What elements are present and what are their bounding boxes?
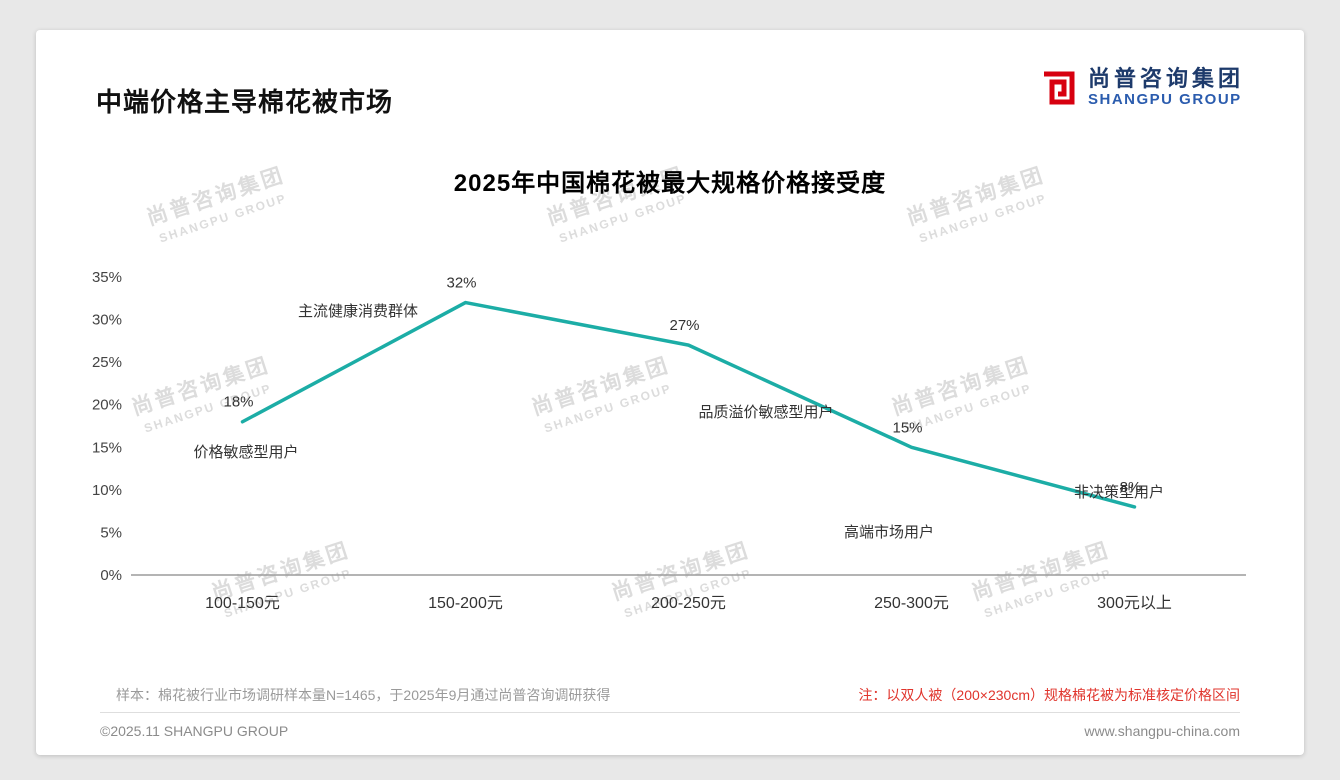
logo-en-label: SHANGPU GROUP xyxy=(1087,91,1242,109)
y-tick-label: 15% xyxy=(92,439,122,456)
copyright-text: ©2025.11 SHANGPU GROUP xyxy=(100,723,289,739)
slide-card: 尚普咨询集团 SHANGPU GROUP 尚普咨询集团 SHANGPU GROUP 尚普… xyxy=(36,30,1304,755)
page-title: 中端价格主导棉花被市场 xyxy=(96,87,394,117)
spec-note: 注：以双人被（200×230cm）规格棉花被为标准核定价格区间 xyxy=(858,687,1240,703)
header: 中端价格主导棉花被市场 尚普咨询集团 SHANGPU GROUP xyxy=(96,60,1244,119)
data-point-label: 15% xyxy=(892,419,922,436)
y-tick-label: 35% xyxy=(92,269,122,286)
data-point-label: 27% xyxy=(669,317,699,334)
y-tick-label: 0% xyxy=(100,567,122,584)
shangpu-logo-icon xyxy=(1038,67,1078,107)
footnotes: 样本：棉花被行业市场调研样本量N=1465，于2025年9月通过尚普咨询调研获得… xyxy=(116,685,1240,705)
y-tick-label: 25% xyxy=(92,354,122,371)
sample-note: 样本：棉花被行业市场调研样本量N=1465，于2025年9月通过尚普咨询调研获得 xyxy=(116,687,611,703)
y-tick-label: 20% xyxy=(92,397,122,414)
logo-text: 尚普咨询集团 SHANGPU GROUP xyxy=(1088,66,1244,108)
annotation-label: 品质溢价敏感型用户 xyxy=(698,404,833,421)
logo-cn-label: 尚普咨询集团 xyxy=(1087,66,1244,91)
trend-line xyxy=(240,300,1137,509)
website-link[interactable]: www.shangpu-china.com xyxy=(1084,723,1240,739)
x-tick-label: 200-250元 xyxy=(651,595,726,612)
y-tick-label: 30% xyxy=(92,312,122,329)
annotation-label: 非决策型用户 xyxy=(1074,484,1164,501)
line-chart: 0% 5% 10% 15% 20% 25% 30% 35% 18% 32% 27% 15% 8% 100-… xyxy=(92,269,1246,612)
data-point-label: 18% xyxy=(223,394,253,411)
annotation-label: 高端市场用户 xyxy=(844,524,934,541)
data-point-label: 32% xyxy=(446,275,476,292)
y-tick-label: 10% xyxy=(92,482,122,499)
annotation-label: 主流健康消费群体 xyxy=(298,303,418,320)
x-tick-label: 150-200元 xyxy=(428,595,503,612)
chart-title: 2025年中国棉花被最大规格价格接受度 xyxy=(453,170,887,197)
data-point-label: 8% xyxy=(1120,479,1142,496)
x-tick-label: 100-150元 xyxy=(205,595,280,612)
annotation-label: 价格敏感型用户 xyxy=(193,444,298,461)
x-tick-label: 250-300元 xyxy=(874,595,949,612)
y-tick-label: 5% xyxy=(100,524,122,541)
x-tick-label: 300元以上 xyxy=(1097,594,1172,612)
company-logo: 尚普咨询集团 SHANGPU GROUP xyxy=(1038,66,1244,108)
footer-bar: ©2025.11 SHANGPU GROUP www.shangpu-china… xyxy=(100,712,1240,739)
